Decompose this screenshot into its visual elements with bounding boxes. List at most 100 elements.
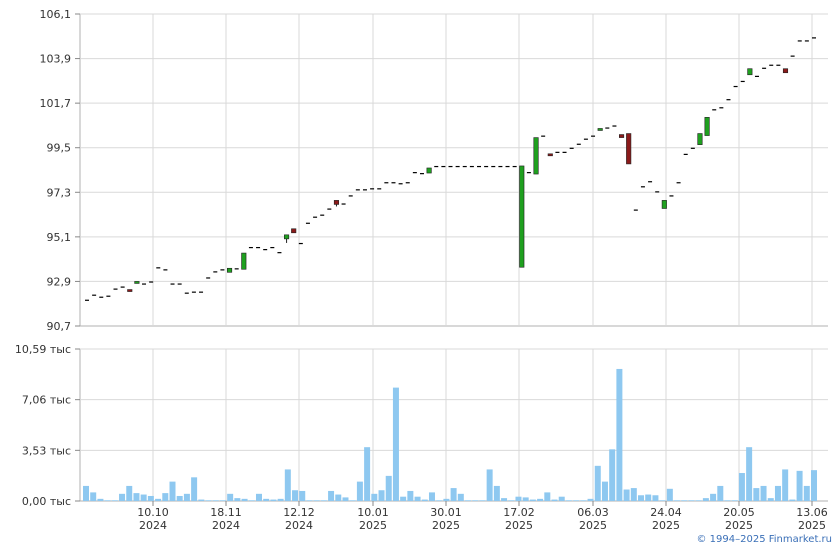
volume-bar [219, 500, 226, 501]
x-tick-label-year: 2024 [212, 519, 240, 532]
price-candle [754, 75, 759, 77]
volume-bar [335, 494, 342, 501]
volume-bar [695, 500, 702, 501]
volume-y-tick-label: 7,06 тыс [22, 394, 71, 407]
volume-bar [666, 488, 673, 501]
x-tick-label-date: 12.12 [283, 506, 315, 519]
x-tick-label-date: 06.03 [577, 506, 609, 519]
volume-bar [292, 490, 299, 501]
volume-bar [111, 500, 118, 501]
volume-bar [587, 498, 594, 501]
price-candle [327, 208, 332, 210]
price-candle [348, 195, 353, 197]
volume-bar [674, 500, 681, 501]
price-candle [127, 289, 133, 292]
volume-bar [356, 481, 363, 501]
price-candle [448, 165, 453, 168]
volume-y-tick-label: 10,59 тыс [15, 343, 71, 356]
price-candle [555, 151, 560, 153]
price-candle [434, 165, 439, 168]
volume-bar [501, 498, 508, 501]
volume-bar [537, 498, 544, 501]
price-candle [477, 165, 482, 168]
price-candle [142, 283, 147, 285]
volume-bar [191, 477, 198, 501]
price-candle [248, 246, 253, 249]
copyright-text: © 1994–2025 Finmarket.ru [696, 534, 832, 545]
price-candle [370, 188, 375, 190]
x-tick-label-year: 2025 [579, 519, 607, 532]
price-candle [206, 277, 211, 279]
price-candle [633, 209, 638, 211]
volume-bar [774, 485, 781, 501]
volume-bar [760, 485, 767, 501]
price-candle [655, 191, 660, 193]
volume-bar [270, 499, 277, 501]
price-candle [170, 283, 175, 285]
price-candle [241, 252, 247, 270]
volume-bar [104, 500, 111, 501]
volume-bar [573, 500, 580, 501]
price-candle [697, 133, 703, 145]
price-candle [149, 281, 154, 283]
price-y-tick-label: 97,3 [47, 186, 72, 199]
volume-bar [443, 498, 450, 501]
volume-bar [407, 490, 414, 501]
price-candle [355, 189, 360, 191]
volume-bar [385, 475, 392, 501]
price-candle [226, 267, 233, 273]
price-candle [562, 151, 567, 153]
price-y-tick-label: 99,5 [47, 142, 72, 155]
price-candle [277, 252, 282, 254]
price-candle [704, 117, 710, 136]
volume-bar [198, 499, 205, 501]
volume-bar [155, 498, 162, 501]
volume-bar [349, 500, 356, 501]
price-candle [583, 138, 588, 140]
price-candle [547, 153, 553, 157]
volume-bar [371, 493, 378, 501]
volume-bar [83, 485, 89, 501]
price-candle [661, 200, 667, 209]
price-candle [156, 267, 161, 269]
price-candle [605, 127, 610, 129]
x-tick-label-year: 2025 [798, 519, 826, 532]
volume-bar [414, 496, 421, 501]
x-tick-label-year: 2024 [139, 519, 167, 532]
price-y-tick-label: 103,9 [40, 53, 72, 66]
volume-bar [119, 493, 126, 501]
price-candle [405, 182, 410, 184]
price-candle [120, 286, 125, 288]
price-candle [263, 249, 268, 251]
volume-bar [277, 498, 284, 501]
volume-bar [638, 495, 645, 501]
price-candle [683, 153, 688, 155]
price-candle [740, 80, 745, 83]
volume-bar [529, 499, 536, 501]
volume-bar [313, 500, 320, 501]
price-candle [213, 271, 218, 273]
price-candle [676, 182, 681, 184]
volume-bar [234, 498, 241, 501]
volume-bar [450, 488, 457, 501]
price-candle [505, 165, 510, 168]
price-candle [719, 107, 724, 109]
price-candle [441, 165, 446, 168]
volume-bar [623, 489, 630, 501]
price-candle [797, 40, 802, 42]
price-candle [163, 269, 168, 271]
volume-bar [147, 495, 154, 501]
volume-bar [299, 490, 306, 501]
price-y-tick-label: 92,9 [47, 275, 72, 288]
price-candle [462, 165, 467, 168]
volume-bar [421, 499, 428, 501]
volume-bar [472, 500, 479, 501]
volume-bar [392, 387, 399, 501]
price-candle [491, 165, 496, 168]
volume-bar [486, 469, 493, 501]
price-candle [391, 182, 396, 184]
volume-bar [594, 465, 601, 501]
volume-bar [565, 500, 572, 501]
